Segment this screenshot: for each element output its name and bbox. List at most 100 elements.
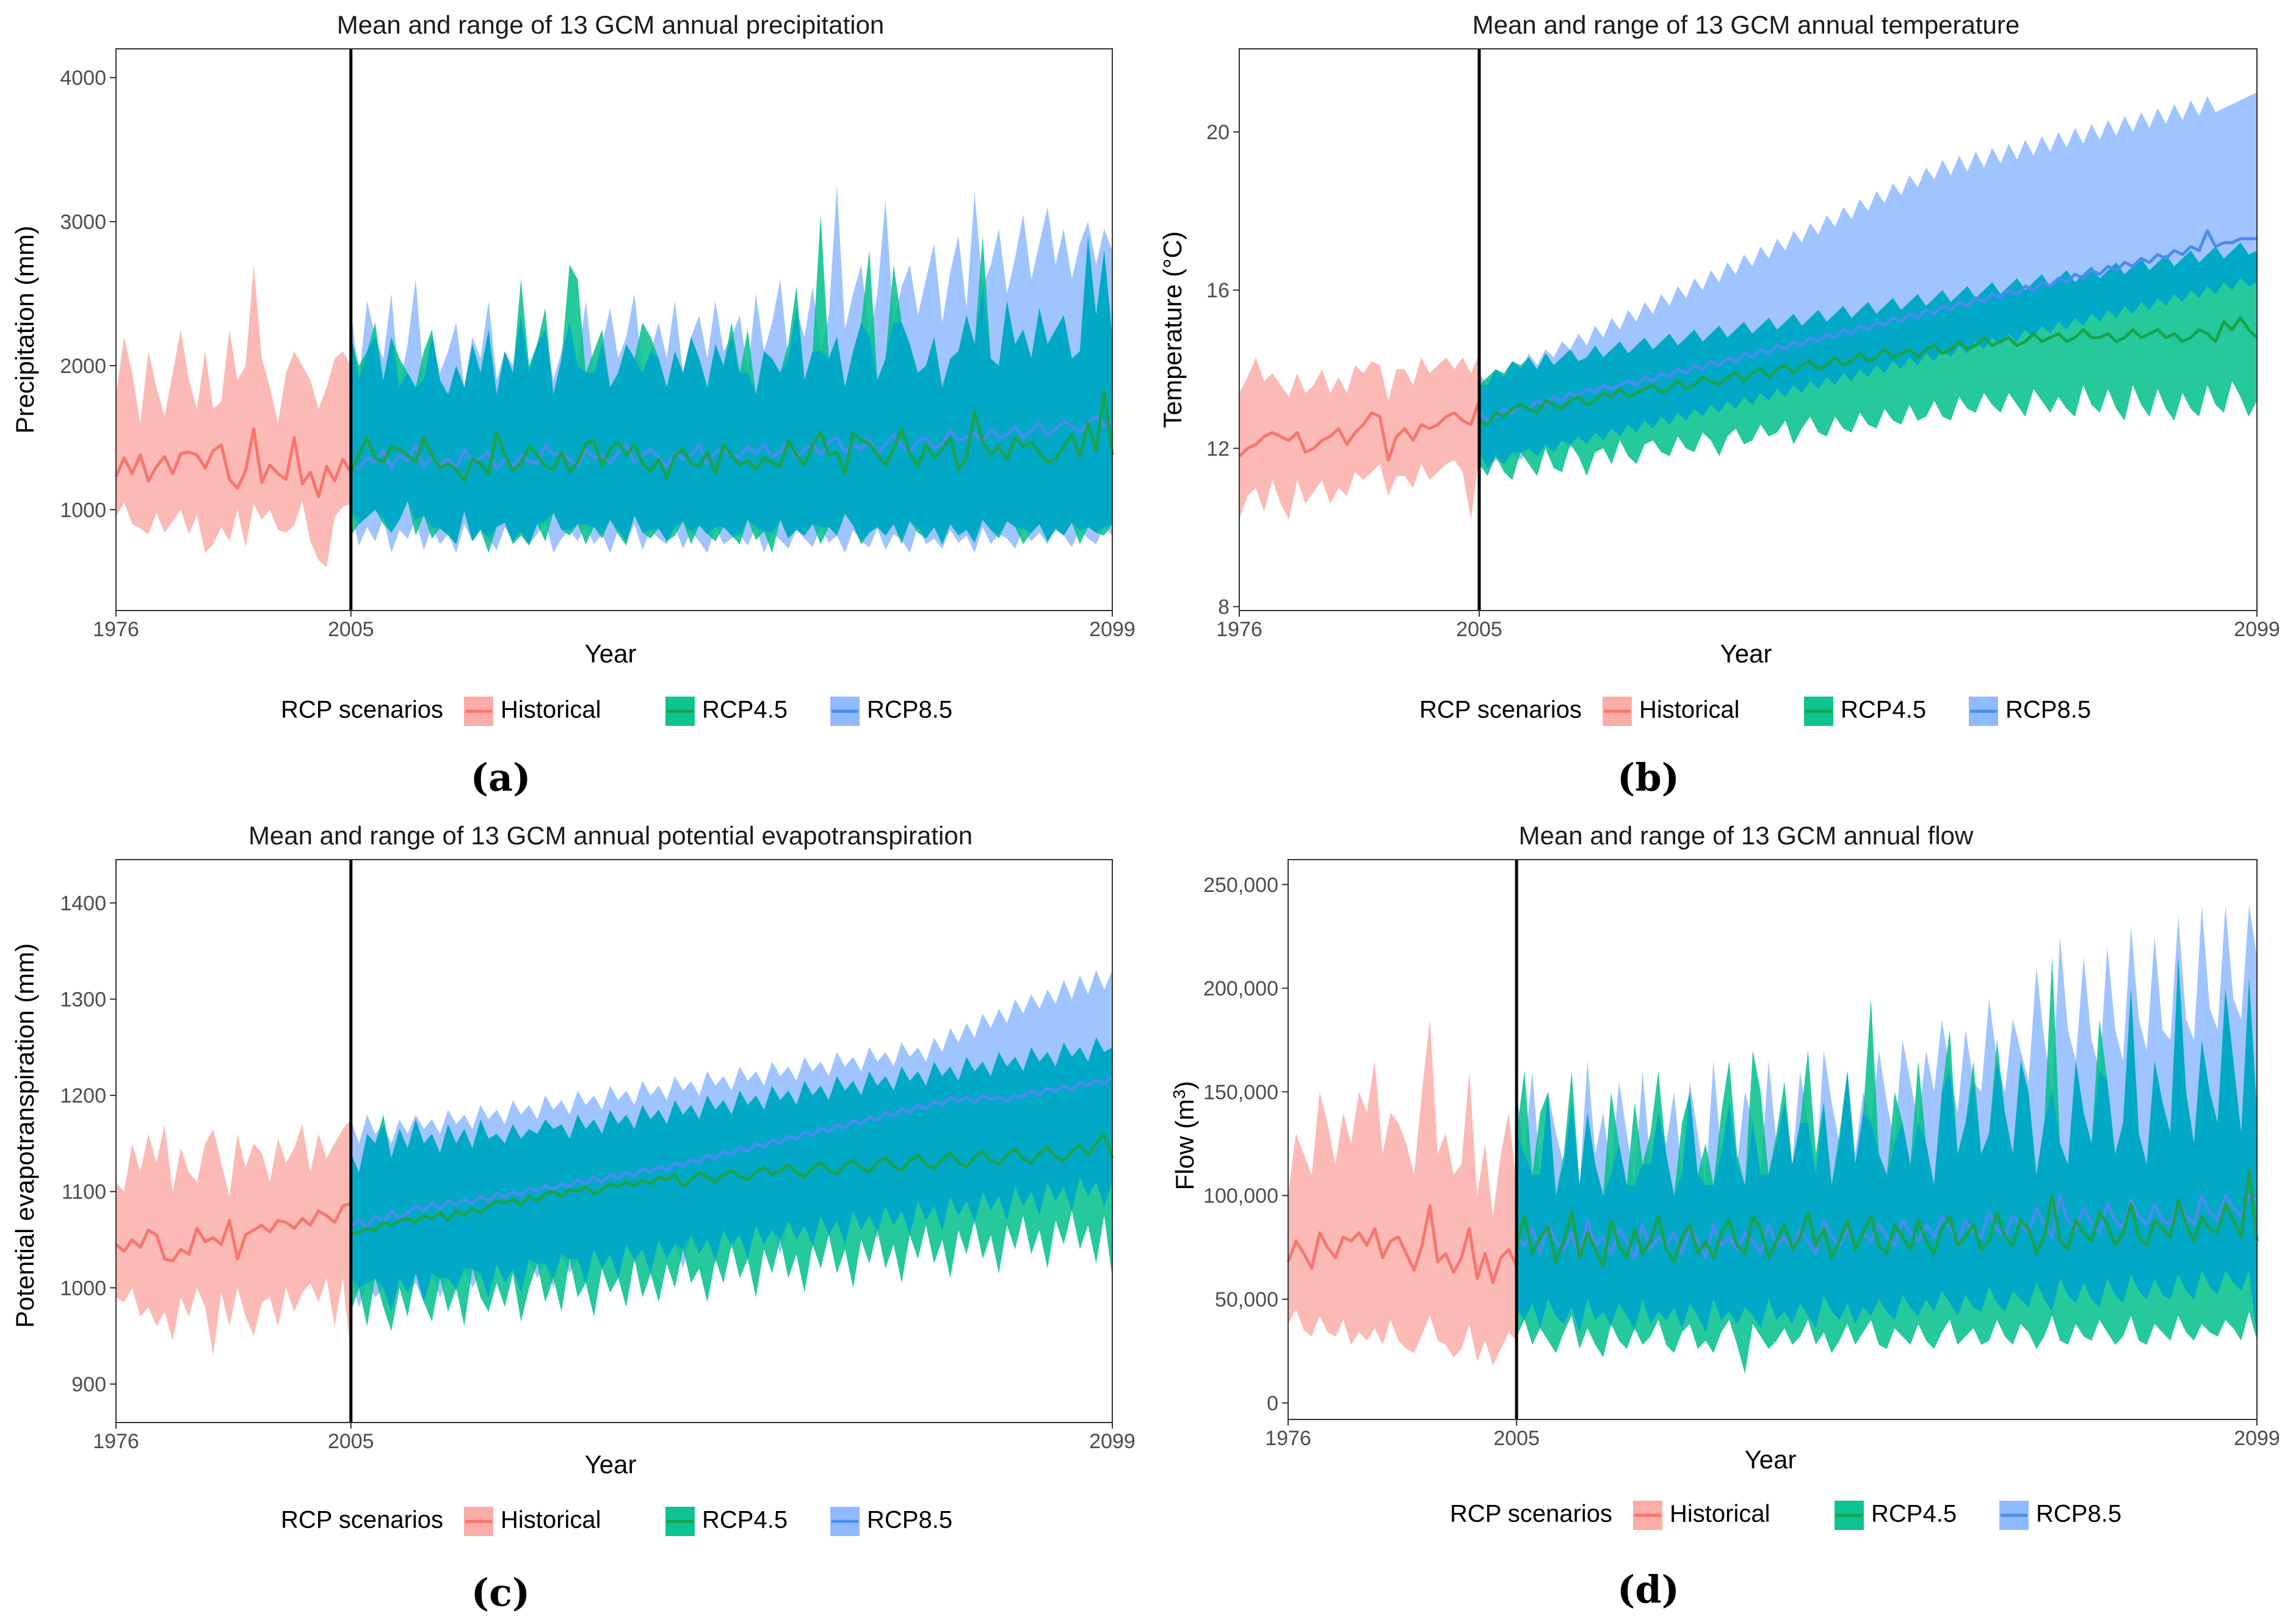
panel-b-y-axis-title: Temperature (°C): [1158, 231, 1187, 429]
range-band-historical: [1239, 353, 1479, 520]
legend-key-rcp45: RCP4.5: [1835, 1501, 1957, 1530]
panel-b-x-axis: 1976 2005 2099: [1216, 611, 2280, 641]
panel-a: Mean and range of 13 GCM annual precipit…: [10, 10, 1136, 800]
x-tick-label: 1976: [93, 1430, 139, 1453]
mean-line-rcp45: [1515, 1169, 2259, 1268]
mean-line-historical: [115, 1202, 352, 1263]
legend-title: RCP scenarios: [281, 1507, 443, 1534]
legend-title: RCP scenarios: [281, 697, 443, 723]
panel-d-caption: (d): [1617, 1567, 1679, 1612]
panel-a-legend: RCP scenarios Historical RCP4.5 RCP8.5: [281, 697, 952, 726]
x-tick-label: 1976: [93, 618, 139, 641]
legend-label: Historical: [501, 697, 601, 723]
panel-c: Mean and range of 13 GCM annual potentia…: [10, 821, 1136, 1615]
panel-b-caption: (b): [1617, 755, 1679, 800]
y-tick-label: 150,000: [1203, 1081, 1278, 1104]
x-tick-label: 2005: [328, 1430, 374, 1453]
mean-line-rcp45: [350, 1132, 1114, 1237]
legend-label: RCP4.5: [702, 697, 788, 723]
y-tick-label: 250,000: [1203, 874, 1278, 897]
y-tick-label: 900: [71, 1373, 106, 1396]
y-tick-label: 1300: [60, 988, 106, 1012]
panel-c-title: Mean and range of 13 GCM annual potentia…: [248, 821, 973, 850]
x-tick-label: 1976: [1265, 1427, 1311, 1450]
y-tick-label: 20: [1206, 121, 1230, 144]
y-tick-label: 200,000: [1203, 977, 1278, 1001]
y-tick-label: 8: [1218, 596, 1230, 619]
mean-line-rcp85: [350, 1075, 1114, 1230]
y-tick-label: 1200: [60, 1084, 106, 1107]
panel-c-x-axis-title: Year: [585, 1450, 637, 1479]
panel-a-plot-area: [114, 48, 1114, 611]
mean-line-rcp85: [1515, 1194, 2258, 1260]
panel-b-mean-lines: [1238, 229, 2258, 462]
panel-a-y-axis-title: Precipitation (mm): [10, 226, 39, 434]
range-band-historical: [116, 264, 351, 568]
mean-line-rcp45: [349, 390, 1114, 483]
panel-a-mean-lines: [114, 390, 1114, 499]
x-tick-label: 2005: [1493, 1427, 1540, 1450]
panel-c-areas: [116, 970, 1112, 1355]
panel-d-plot-area: [1286, 859, 2259, 1420]
y-tick-label: 12: [1206, 437, 1230, 460]
range-band-overlap: [350, 236, 1112, 545]
mean-line-historical: [1286, 1204, 1518, 1285]
panel-d-plot-frame: [1288, 859, 2258, 1420]
panel-a-x-axis-title: Year: [585, 639, 637, 668]
panel-b-plot-frame: [1239, 48, 2258, 611]
panel-a-y-axis: 1000 2000 3000 4000: [60, 67, 116, 522]
panel-c-caption: (c): [471, 1570, 530, 1615]
panel-d-x-axis-title: Year: [1745, 1445, 1797, 1474]
panel-b-x-axis-title: Year: [1720, 639, 1772, 668]
legend-label: RCP8.5: [2005, 697, 2091, 723]
mean-line-historical: [114, 427, 352, 499]
legend-label: RCP4.5: [1871, 1501, 1957, 1528]
legend-title: RCP scenarios: [1419, 697, 1582, 723]
x-tick-label: 1976: [1216, 618, 1262, 641]
legend-key-historical: Historical: [464, 697, 601, 726]
y-tick-label: 1100: [62, 1181, 106, 1204]
x-tick-label: 2099: [1089, 1430, 1136, 1453]
panel-b-legend: RCP scenarios Historical RCP4.5 RCP8.5: [1419, 697, 2091, 726]
panel-d-y-axis-title-main: Flow (m: [1170, 1099, 1199, 1190]
x-tick-label: 2005: [328, 618, 374, 641]
range-band-overlap: [1479, 242, 2257, 468]
panel-a-areas: [116, 186, 1112, 568]
y-tick-label: 2000: [60, 355, 106, 378]
panel-c-y-axis-title: Potential evapotranspiration (mm): [10, 943, 39, 1328]
panel-d-y-axis-title-suffix: ): [1170, 1081, 1199, 1090]
legend-label: RCP4.5: [1841, 697, 1926, 723]
x-tick-label: 2005: [1456, 618, 1502, 641]
legend-label: RCP8.5: [867, 1507, 952, 1534]
y-tick-label: 4000: [60, 67, 106, 90]
y-tick-label: 1400: [60, 892, 106, 915]
legend-label: RCP8.5: [867, 697, 952, 723]
legend-title: RCP scenarios: [1450, 1501, 1612, 1528]
range-band-historical: [1288, 1019, 1517, 1366]
legend-key-historical: Historical: [1633, 1501, 1770, 1530]
panel-c-y-axis: 900 1000 1100 1200 1300 1400: [60, 892, 116, 1396]
panel-d-legend: RCP scenarios Historical RCP4.5 RCP8.5: [1450, 1501, 2121, 1530]
panel-b-plot-area: [1238, 48, 2258, 611]
panel-b-y-axis: 8 12 16 20: [1206, 121, 1239, 619]
y-tick-label: 100,000: [1203, 1184, 1278, 1208]
legend-key-rcp45: RCP4.5: [665, 697, 788, 726]
legend-key-historical: Historical: [1603, 697, 1739, 726]
x-tick-label: 2099: [2234, 618, 2280, 641]
panel-a-x-axis: 1976 2005 2099: [93, 611, 1136, 641]
panel-a-title: Mean and range of 13 GCM annual precipit…: [337, 10, 885, 39]
panel-b: Mean and range of 13 GCM annual temperat…: [1158, 10, 2280, 800]
legend-key-rcp45: RCP4.5: [1804, 697, 1926, 726]
panel-a-plot-frame: [115, 48, 1113, 611]
panel-c-mean-lines: [115, 1075, 1114, 1263]
legend-label: Historical: [501, 1507, 601, 1534]
legend-label: Historical: [1639, 697, 1739, 723]
y-tick-label: 0: [1267, 1392, 1278, 1415]
panel-d-mean-lines: [1286, 1169, 2259, 1285]
panel-d-y-axis-title: Flow (m3): [1170, 1081, 1199, 1191]
panel-c-plot-area: [115, 859, 1114, 1423]
legend-key-rcp45: RCP4.5: [665, 1507, 788, 1536]
y-tick-label: 16: [1206, 279, 1230, 302]
panel-c-x-axis: 1976 2005 2099: [93, 1423, 1136, 1453]
